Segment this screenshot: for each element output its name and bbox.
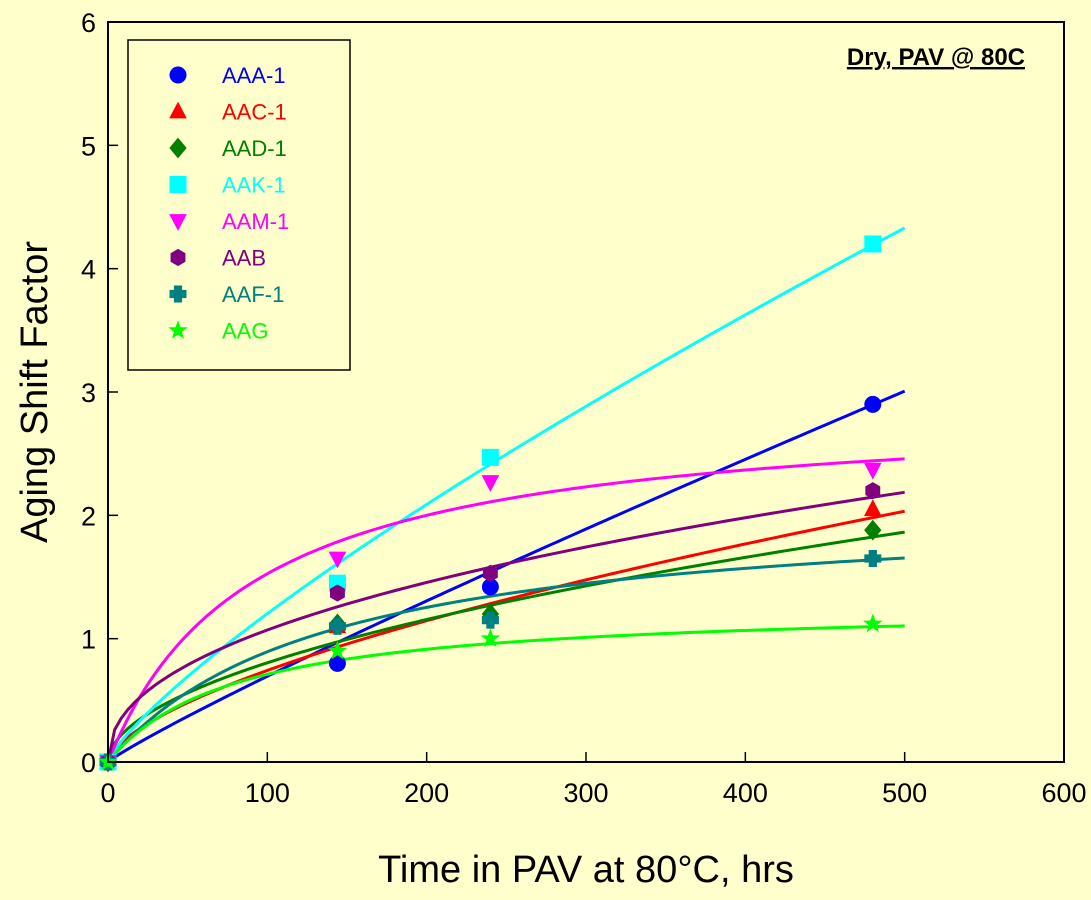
fit-curve-aag: [106, 624, 905, 763]
data-point-aab-2: [482, 564, 498, 582]
y-tick-label: 6: [81, 8, 96, 38]
axes: 0 100 200 300 400 500 600 0 1 2 3 4 5 6: [81, 8, 1087, 808]
legend: AAA-1 AAC-1 AAD-1 AAK-1 AAM-1 AAB AAF-1 AAG: [127, 39, 351, 371]
legend-marker-aam-1: [169, 214, 187, 231]
legend-label-aad-1: AAD-1: [222, 136, 287, 161]
data-point-aam-1-2: [481, 475, 500, 492]
data-point-aak-1-3: [864, 235, 882, 253]
y-axis-label: Aging Shift Factor: [14, 241, 56, 543]
legend-label-aag: AAG: [222, 319, 268, 344]
fit-curve-aaf-1: [106, 556, 905, 763]
legend-marker-aaa-1: [169, 66, 187, 84]
y-tick-label: 0: [81, 748, 96, 778]
data-point-aaf-1-3: [864, 550, 882, 567]
data-point-aag-1: [327, 640, 348, 660]
x-tick-label: 600: [1041, 778, 1086, 808]
data-point-aaa-1-3: [864, 395, 882, 413]
fit-curve-aac-1: [106, 509, 905, 763]
data-point-aag-3: [863, 613, 883, 633]
x-tick-label: 300: [563, 778, 608, 808]
data-point-aac-1-3: [863, 499, 882, 517]
data-point-aad-1-3: [864, 519, 882, 541]
legend-label-aaa-1: AAA-1: [222, 63, 286, 88]
y-tick-label: 1: [81, 625, 96, 655]
legend-marker-aak-1: [169, 176, 187, 193]
x-axis-label: Time in PAV at 80°C, hrs: [378, 849, 794, 891]
y-tick-label: 2: [81, 501, 96, 531]
fit-curve-aak-1: [106, 226, 906, 763]
data-point-aaf-1-2: [481, 611, 499, 629]
fit-curve-aaa-1: [107, 389, 906, 764]
legend-marker-aaf-1: [169, 285, 187, 303]
legend-marker-aad-1: [169, 137, 187, 159]
legend-label-aaf-1: AAF-1: [222, 282, 284, 307]
data-point-aag-2: [480, 628, 501, 647]
legend-box: [127, 39, 351, 371]
legend-marker-aab: [170, 248, 186, 267]
x-tick-label: 200: [404, 778, 449, 808]
fit-curves: [106, 226, 906, 764]
legend-marker-aac-1: [169, 101, 187, 119]
legend-marker-aag: [168, 320, 188, 339]
fit-curve-aad-1: [106, 530, 905, 763]
data-point-aab-3: [865, 482, 881, 500]
y-tick-label: 5: [81, 131, 96, 161]
data-point-aab-1: [330, 584, 345, 602]
data-point-aaf-1-1: [328, 617, 346, 635]
data-point-aam-1-3: [863, 462, 882, 480]
legend-label-aak-1: AAK-1: [222, 173, 286, 198]
fit-curve-aam-1: [106, 457, 905, 763]
legend-label-aam-1: AAM-1: [222, 209, 289, 234]
fit-curve-aab: [106, 490, 905, 763]
data-point-aam-1-1: [328, 551, 347, 569]
legend-label-aab: AAB: [222, 246, 266, 271]
x-tick-label: 100: [245, 778, 290, 808]
chart-title: Dry, PAV @ 80C: [847, 44, 1025, 71]
legend-label-aac-1: AAC-1: [222, 100, 287, 125]
data-point-aaa-1-1: [328, 654, 346, 672]
x-tick-label: 400: [723, 778, 768, 808]
x-tick-label: 500: [882, 778, 927, 808]
y-tick-label: 4: [81, 255, 96, 285]
x-tick-label: 0: [100, 778, 115, 808]
data-point-aak-1-2: [481, 448, 499, 466]
y-tick-label: 3: [81, 378, 96, 408]
